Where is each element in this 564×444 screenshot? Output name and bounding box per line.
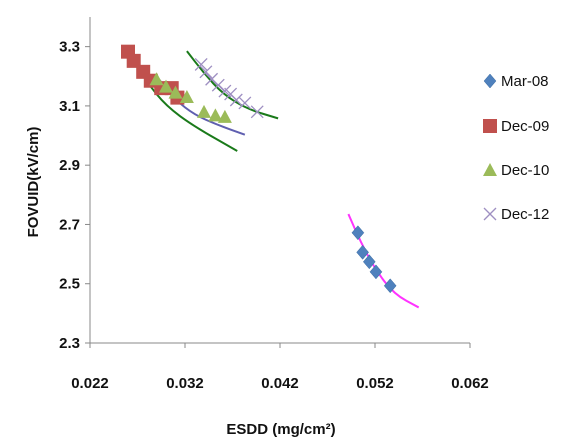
y-tick-label: 2.3 <box>59 335 80 352</box>
y-axis-title: FOVUID(kV/cm) <box>25 127 42 238</box>
data-point-dec-12 <box>194 57 208 71</box>
legend-marker <box>483 163 497 176</box>
x-tick-label: 0.022 <box>71 375 109 392</box>
data-point-dec-10 <box>208 108 223 122</box>
x-tick-label: 0.032 <box>166 375 204 392</box>
legend-marker <box>483 73 497 89</box>
data-point-mar-08 <box>362 254 376 270</box>
x-marker-stroke <box>218 84 232 98</box>
data-point-dec-12 <box>229 93 243 107</box>
axes <box>85 17 471 348</box>
legend-label: Dec-10 <box>501 162 549 179</box>
legend-entry-mar-08: Mar-08 <box>483 73 549 90</box>
data-point-dec-10 <box>179 90 194 104</box>
data-point-mar-08 <box>369 264 383 280</box>
y-tick-label: 2.5 <box>59 276 80 293</box>
x-tick-label: 0.062 <box>451 375 489 392</box>
data-point-dec-10 <box>217 109 232 123</box>
trend-line-mar-08 <box>347 213 420 309</box>
legend-label: Dec-09 <box>501 118 549 135</box>
x-marker-stroke <box>238 96 252 110</box>
x-marker-stroke <box>483 207 497 221</box>
data-point-dec-12 <box>250 105 264 119</box>
y-tick-label: 2.7 <box>59 216 80 233</box>
legend-label: Mar-08 <box>501 73 549 90</box>
x-marker-stroke <box>211 78 225 92</box>
legend-entry-dec-12: Dec-12 <box>483 206 549 223</box>
data-point-dec-10 <box>197 104 211 118</box>
x-marker-stroke <box>194 57 208 71</box>
legend-marker <box>483 119 497 133</box>
x-marker-stroke <box>205 72 219 86</box>
legend-entry-dec-10: Dec-10 <box>483 162 549 179</box>
data-point-dec-10 <box>168 85 183 99</box>
data-point-dec-10 <box>159 79 173 93</box>
y-tick-label: 2.9 <box>59 157 80 174</box>
data-point-dec-12 <box>238 96 252 110</box>
x-tick-label: 0.042 <box>261 375 299 392</box>
data-points <box>121 44 397 294</box>
x-tick-label: 0.052 <box>356 375 394 392</box>
legend-label: Dec-12 <box>501 206 549 223</box>
legend-entry-dec-09: Dec-09 <box>483 118 549 135</box>
x-marker-stroke <box>250 105 264 119</box>
trend-line-dec-12 <box>186 50 279 120</box>
data-point-mar-08 <box>351 225 365 241</box>
x-marker-stroke <box>229 93 243 107</box>
tick-labels: 2.3 2.5 2.7 2.9 3.1 3.3 0.022 0.032 0.042 0.052 0.… <box>59 39 489 392</box>
data-point-mar-08 <box>383 278 397 294</box>
y-tick-label: 3.3 <box>59 39 80 56</box>
data-point-dec-09 <box>126 53 141 68</box>
x-axis-title: ESDD (mg/cm²) <box>226 421 335 438</box>
data-point-dec-12 <box>199 65 213 79</box>
legend-marker <box>483 207 497 221</box>
y-tick-label: 3.1 <box>59 98 80 115</box>
legend: Mar-08 Dec-09 Dec-10 Dec-12 <box>483 73 549 223</box>
data-point-dec-10 <box>149 72 164 86</box>
data-point-mar-08 <box>356 244 369 260</box>
x-marker-stroke <box>199 65 213 79</box>
